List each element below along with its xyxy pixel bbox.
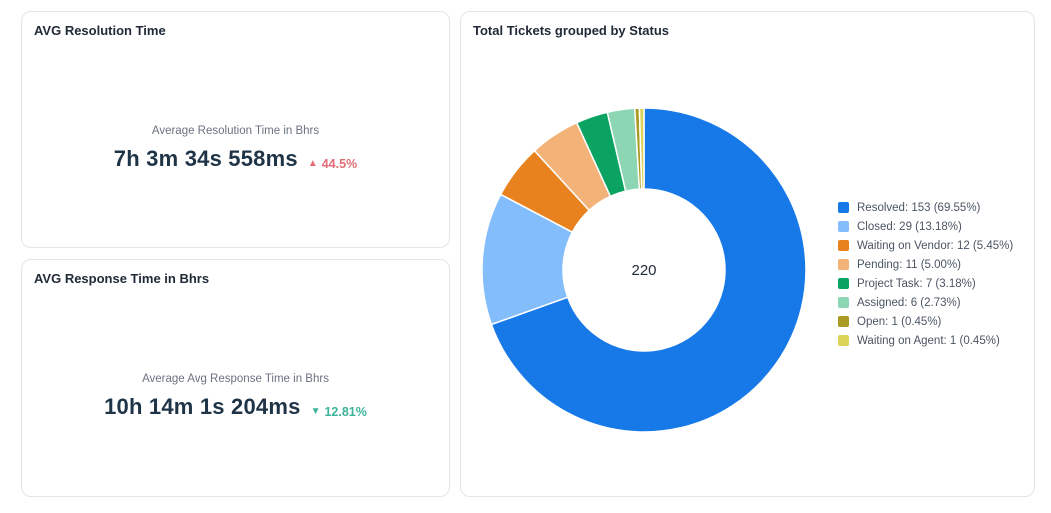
legend-label: Closed: 29 (13.18%) (857, 220, 962, 233)
legend-label: Pending: 11 (5.00%) (857, 258, 961, 271)
triangle-up-icon: ▲ (307, 158, 318, 169)
status-card-title: Total Tickets grouped by Status (473, 23, 669, 38)
legend-swatch (838, 316, 849, 327)
status-donut-chart: 220 (481, 107, 807, 433)
legend-label: Assigned: 6 (2.73%) (857, 296, 961, 309)
legend-swatch (838, 202, 849, 213)
resolution-subtitle: Average Resolution Time in Bhrs (151, 125, 320, 137)
legend-swatch (838, 278, 849, 289)
legend-item[interactable]: Pending: 11 (5.00%) (838, 255, 1013, 274)
legend-label: Open: 1 (0.45%) (857, 315, 942, 328)
chart-legend: Resolved: 153 (69.55%) Closed: 29 (13.18%… (838, 198, 1013, 350)
response-subtitle: Average Avg Response Time in Bhrs (142, 373, 329, 385)
response-value: 10h 14m 1s 204ms (104, 394, 301, 419)
legend-item[interactable]: Assigned: 6 (2.73%) (838, 293, 1013, 312)
legend-swatch (838, 259, 849, 270)
legend-swatch (838, 221, 849, 232)
legend-item[interactable]: Waiting on Vendor: 12 (5.45%) (838, 236, 1013, 255)
response-delta: ▼ 12.81% (311, 405, 367, 419)
legend-swatch (838, 240, 849, 251)
legend-swatch (838, 297, 849, 308)
response-time-card: AVG Response Time in Bhrs Average Avg Re… (21, 259, 450, 497)
response-kpi-row: 10h 14m 1s 204ms ▼ 12.81% (22, 394, 449, 420)
legend-label: Waiting on Agent: 1 (0.45%) (857, 334, 1000, 347)
response-card-title: AVG Response Time in Bhrs (34, 271, 210, 286)
response-delta-value: 12.81% (324, 404, 367, 419)
resolution-value: 7h 3m 34s 558ms (113, 146, 298, 171)
legend-swatch (838, 335, 849, 346)
legend-item[interactable]: Waiting on Agent: 1 (0.45%) (838, 331, 1013, 350)
triangle-down-icon: ▼ (310, 406, 321, 417)
legend-item[interactable]: Closed: 29 (13.18%) (838, 217, 1013, 236)
resolution-card-title: AVG Resolution Time (34, 23, 166, 38)
resolution-delta: ▲ 44.5% (308, 157, 357, 171)
legend-label: Project Task: 7 (3.18%) (857, 277, 976, 290)
legend-item[interactable]: Open: 1 (0.45%) (838, 312, 1013, 331)
tickets-by-status-card: 220 Total Tickets grouped by Status Reso… (460, 11, 1035, 497)
resolution-delta-value: 44.5% (321, 156, 358, 171)
resolution-time-card: AVG Resolution Time Average Resolution T… (21, 11, 450, 248)
donut-center-total: 220 (631, 262, 656, 279)
donut-slice[interactable] (490, 107, 807, 433)
donut-slice[interactable] (638, 107, 645, 190)
legend-label: Resolved: 153 (69.55%) (857, 201, 981, 214)
legend-item[interactable]: Project Task: 7 (3.18%) (838, 274, 1013, 293)
resolution-kpi-row: 7h 3m 34s 558ms ▲ 44.5% (22, 146, 449, 172)
legend-label: Waiting on Vendor: 12 (5.45%) (857, 239, 1014, 252)
legend-item[interactable]: Resolved: 153 (69.55%) (838, 198, 1013, 217)
